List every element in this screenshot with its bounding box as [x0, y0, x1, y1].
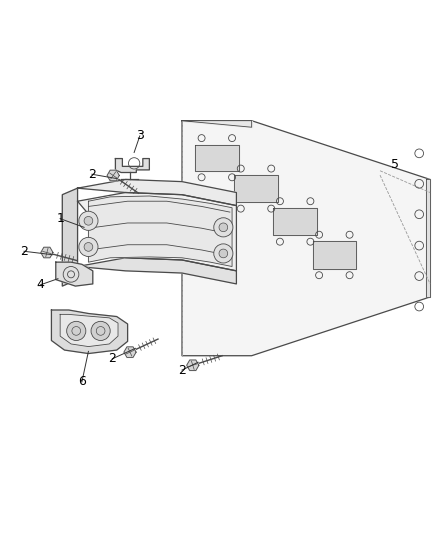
Polygon shape — [187, 360, 199, 370]
Polygon shape — [234, 175, 278, 202]
Polygon shape — [426, 180, 430, 297]
Text: 6: 6 — [78, 375, 86, 389]
Text: 4: 4 — [37, 278, 45, 291]
Circle shape — [79, 211, 98, 230]
Polygon shape — [107, 170, 119, 181]
Circle shape — [219, 249, 228, 258]
Polygon shape — [78, 258, 237, 284]
Circle shape — [84, 216, 93, 225]
Polygon shape — [195, 144, 239, 171]
Polygon shape — [60, 314, 118, 346]
Circle shape — [219, 223, 228, 232]
Circle shape — [214, 244, 233, 263]
Polygon shape — [51, 310, 127, 353]
Text: 2: 2 — [20, 245, 28, 258]
Text: 2: 2 — [109, 352, 117, 365]
Text: 5: 5 — [391, 158, 399, 171]
Circle shape — [84, 243, 93, 251]
Circle shape — [67, 321, 86, 341]
Text: 2: 2 — [88, 168, 96, 181]
Polygon shape — [78, 192, 237, 271]
Text: 1: 1 — [56, 212, 64, 225]
Polygon shape — [78, 180, 237, 206]
Circle shape — [79, 237, 98, 256]
Circle shape — [214, 218, 233, 237]
Text: 3: 3 — [136, 130, 144, 142]
Polygon shape — [313, 241, 356, 269]
Polygon shape — [273, 208, 317, 235]
Polygon shape — [41, 247, 53, 258]
Polygon shape — [88, 196, 232, 266]
Polygon shape — [56, 262, 93, 286]
Polygon shape — [62, 188, 78, 286]
Polygon shape — [182, 120, 430, 356]
Polygon shape — [124, 347, 136, 358]
Circle shape — [91, 321, 110, 341]
Text: 2: 2 — [178, 364, 186, 377]
Polygon shape — [116, 158, 149, 173]
Polygon shape — [182, 120, 252, 127]
